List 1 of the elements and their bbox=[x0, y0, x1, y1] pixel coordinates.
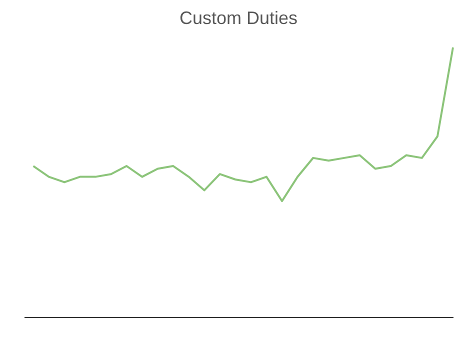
chart-title: Custom Duties bbox=[179, 8, 298, 28]
